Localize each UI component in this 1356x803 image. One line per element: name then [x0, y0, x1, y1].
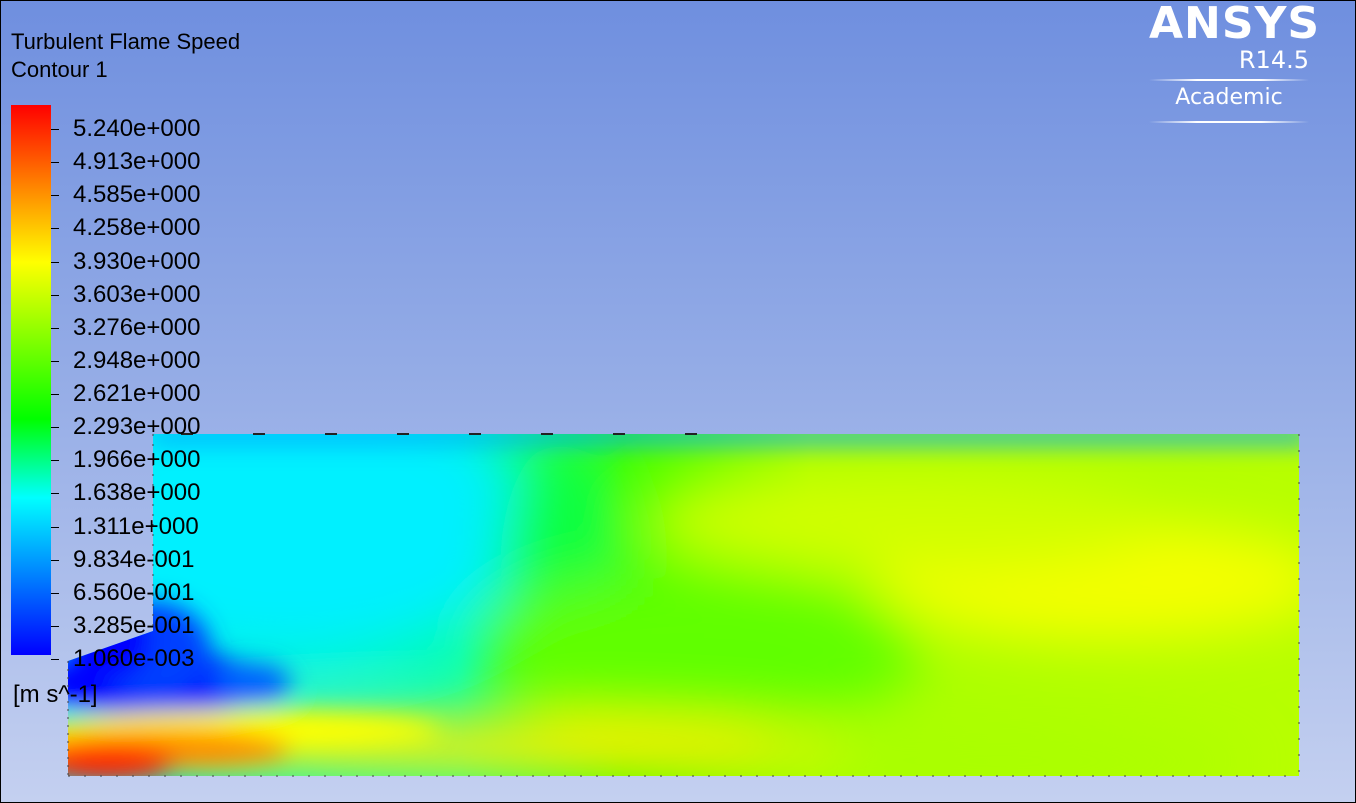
logo-edition: Academic [1175, 85, 1283, 110]
colorbar-tick-label: 3.930e+000 [73, 247, 201, 275]
logo-name: ANSYS [1149, 0, 1321, 49]
colorbar-tick-mark [51, 327, 59, 329]
colorbar-tick-label: 4.913e+000 [73, 148, 201, 176]
colorbar-tick-mark [51, 592, 59, 594]
domain-outline [67, 433, 1300, 777]
colorbar-tick-mark [51, 360, 59, 362]
colorbar-tick-mark [51, 162, 59, 164]
colorbar-tick-mark [51, 526, 59, 528]
colorbar-tick-label: 1.060e-003 [73, 645, 195, 672]
colorbar-tick-label: 1.638e+000 [73, 479, 201, 507]
colorbar-tick-label: 3.285e-001 [73, 611, 195, 639]
colorbar-tick-label: 4.585e+000 [73, 181, 201, 209]
colorbar-tick-mark [51, 228, 59, 230]
colorbar-tick-label: 2.621e+000 [73, 380, 201, 407]
colorbar-tick-mark [51, 559, 59, 561]
colorbar-tick-label: 3.603e+000 [73, 280, 201, 308]
colorbar-tick-label: 9.834e-001 [73, 545, 195, 573]
chart-title: Turbulent Flame Speed [11, 29, 241, 54]
colorbar-tick-mark [51, 195, 59, 197]
colorbar-tick-mark [51, 261, 59, 263]
colorbar-tick-label: 2.948e+000 [73, 346, 201, 374]
colorbar-tick-mark [51, 294, 59, 296]
colorbar-tick-mark [51, 460, 59, 462]
logo-divider-top [1149, 79, 1309, 81]
colorbar [11, 105, 51, 655]
colorbar-tick-label: 6.560e-001 [73, 578, 195, 606]
colorbar-tick-label: 5.240e+000 [73, 115, 201, 142]
colorbar-tick-mark [51, 493, 59, 495]
colorbar-tick-mark [51, 129, 59, 130]
colorbar-tick-mark [51, 394, 59, 395]
colorbar-tick-label: 1.966e+000 [73, 446, 201, 474]
colorbar-tick-mark [51, 427, 59, 429]
ansys-logo: ANSYS R14.5 Academic [1149, 0, 1321, 123]
chart-subtitle: Contour 1 [11, 57, 108, 82]
colorbar-tick-label: 2.293e+000 [73, 413, 201, 441]
colorbar-units: [m s^-1] [13, 681, 98, 708]
colorbar-tick-mark [51, 659, 59, 660]
colorbar-tick-label: 3.276e+000 [73, 313, 201, 341]
contour-field [68, 434, 1299, 776]
colorbar-tick-mark [51, 625, 59, 627]
logo-divider-bottom [1149, 121, 1309, 123]
logo-version: R14.5 [1238, 46, 1309, 74]
colorbar-tick-label: 4.258e+000 [73, 214, 201, 242]
colorbar-tick-label: 1.311e+000 [73, 512, 199, 540]
